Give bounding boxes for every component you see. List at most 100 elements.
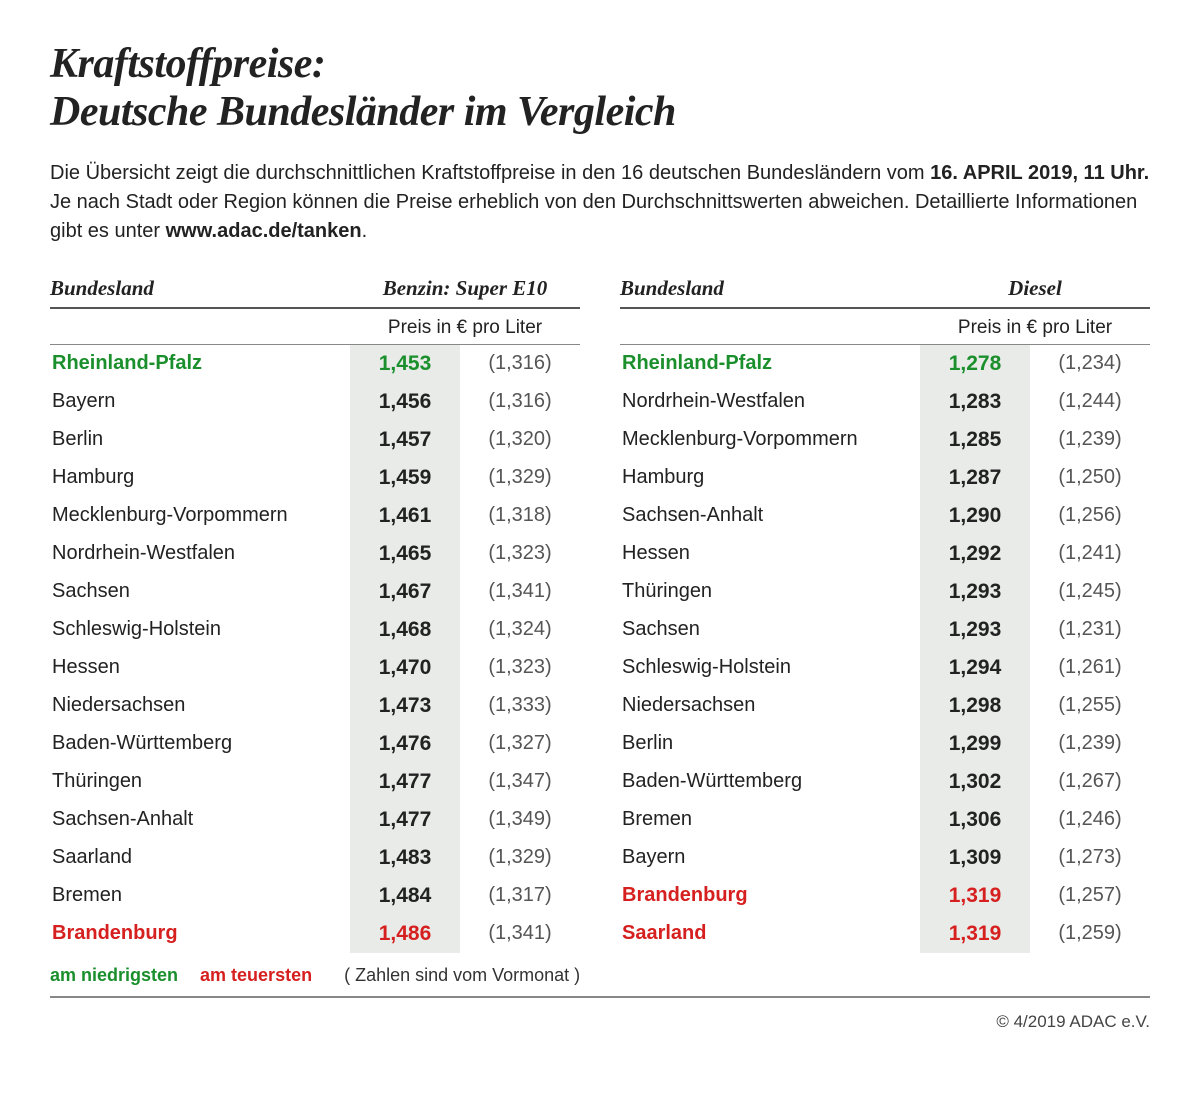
price-current: 1,453 bbox=[350, 345, 460, 383]
table-row: Baden-Württemberg1,302(1,267) bbox=[620, 763, 1150, 801]
region-name: Rheinland-Pfalz bbox=[50, 352, 350, 375]
region-name: Niedersachsen bbox=[620, 694, 920, 717]
table-row: Rheinland-Pfalz1,278(1,234) bbox=[620, 345, 1150, 383]
table-row: Schleswig-Holstein1,468(1,324) bbox=[50, 611, 580, 649]
region-name: Sachsen bbox=[50, 580, 350, 603]
table-row: Niedersachsen1,298(1,255) bbox=[620, 687, 1150, 725]
legend-high: am teuersten bbox=[200, 965, 312, 986]
table-row: Brandenburg1,319(1,257) bbox=[620, 877, 1150, 915]
table-row: Hessen1,470(1,323) bbox=[50, 649, 580, 687]
legend: am niedrigsten am teuersten ( Zahlen sin… bbox=[50, 965, 1150, 986]
table-row: Baden-Württemberg1,476(1,327) bbox=[50, 725, 580, 763]
region-name: Schleswig-Holstein bbox=[620, 656, 920, 679]
price-current: 1,459 bbox=[350, 459, 460, 497]
table-body-benzin: Rheinland-Pfalz1,453(1,316)Bayern1,456(1… bbox=[50, 345, 580, 953]
price-previous: (1,244) bbox=[1030, 390, 1150, 413]
price-previous: (1,256) bbox=[1030, 504, 1150, 527]
table-row: Bayern1,309(1,273) bbox=[620, 839, 1150, 877]
price-current: 1,476 bbox=[350, 725, 460, 763]
col-region-label: Bundesland bbox=[50, 276, 350, 301]
price-previous: (1,329) bbox=[460, 846, 580, 869]
region-name: Schleswig-Holstein bbox=[50, 618, 350, 641]
table-row: Mecklenburg-Vorpommern1,285(1,239) bbox=[620, 421, 1150, 459]
region-name: Thüringen bbox=[620, 580, 920, 603]
price-previous: (1,329) bbox=[460, 466, 580, 489]
table-row: Rheinland-Pfalz1,453(1,316) bbox=[50, 345, 580, 383]
title-line-2: Deutsche Bundesländer im Vergleich bbox=[50, 89, 676, 135]
region-name: Nordrhein-Westfalen bbox=[50, 542, 350, 565]
subtitle-pre: Die Übersicht zeigt die durchschnittlich… bbox=[50, 162, 930, 184]
price-current: 1,298 bbox=[920, 687, 1030, 725]
price-previous: (1,246) bbox=[1030, 808, 1150, 831]
table-row: Hamburg1,459(1,329) bbox=[50, 459, 580, 497]
price-previous: (1,317) bbox=[460, 884, 580, 907]
legend-wrap: am niedrigsten am teuersten ( Zahlen sin… bbox=[50, 965, 1150, 998]
table-row: Hessen1,292(1,241) bbox=[620, 535, 1150, 573]
price-previous: (1,327) bbox=[460, 732, 580, 755]
table-row: Schleswig-Holstein1,294(1,261) bbox=[620, 649, 1150, 687]
table-row: Saarland1,483(1,329) bbox=[50, 839, 580, 877]
region-name: Berlin bbox=[50, 428, 350, 451]
price-current: 1,477 bbox=[350, 801, 460, 839]
price-previous: (1,320) bbox=[460, 428, 580, 451]
region-name: Sachsen-Anhalt bbox=[620, 504, 920, 527]
region-name: Berlin bbox=[620, 732, 920, 755]
table-row: Sachsen-Anhalt1,477(1,349) bbox=[50, 801, 580, 839]
price-previous: (1,255) bbox=[1030, 694, 1150, 717]
price-current: 1,285 bbox=[920, 421, 1030, 459]
price-current: 1,456 bbox=[350, 383, 460, 421]
table-row: Bremen1,484(1,317) bbox=[50, 877, 580, 915]
price-current: 1,293 bbox=[920, 611, 1030, 649]
price-previous: (1,333) bbox=[460, 694, 580, 717]
price-current: 1,319 bbox=[920, 915, 1030, 953]
price-previous: (1,257) bbox=[1030, 884, 1150, 907]
region-name: Niedersachsen bbox=[50, 694, 350, 717]
region-name: Sachsen-Anhalt bbox=[50, 808, 350, 831]
price-previous: (1,341) bbox=[460, 922, 580, 945]
region-name: Baden-Württemberg bbox=[620, 770, 920, 793]
table-row: Sachsen1,467(1,341) bbox=[50, 573, 580, 611]
unit-label: Preis in € pro Liter bbox=[920, 317, 1150, 339]
page-title: Kraftstoffpreise: Deutsche Bundesländer … bbox=[50, 40, 1150, 137]
price-previous: (1,231) bbox=[1030, 618, 1150, 641]
price-previous: (1,318) bbox=[460, 504, 580, 527]
region-name: Baden-Württemberg bbox=[50, 732, 350, 755]
price-current: 1,470 bbox=[350, 649, 460, 687]
price-current: 1,461 bbox=[350, 497, 460, 535]
subtitle-end: . bbox=[362, 220, 368, 242]
table-row: Sachsen1,293(1,231) bbox=[620, 611, 1150, 649]
price-previous: (1,316) bbox=[460, 352, 580, 375]
price-current: 1,290 bbox=[920, 497, 1030, 535]
title-line-1: Kraftstoffpreise: bbox=[50, 41, 325, 87]
region-name: Hessen bbox=[50, 656, 350, 679]
region-name: Bayern bbox=[620, 846, 920, 869]
price-previous: (1,323) bbox=[460, 542, 580, 565]
table-diesel: Bundesland Diesel Preis in € pro Liter R… bbox=[620, 276, 1150, 953]
price-previous: (1,261) bbox=[1030, 656, 1150, 679]
table-row: Nordrhein-Westfalen1,283(1,244) bbox=[620, 383, 1150, 421]
region-name: Mecklenburg-Vorpommern bbox=[50, 504, 350, 527]
table-row: Sachsen-Anhalt1,290(1,256) bbox=[620, 497, 1150, 535]
region-name: Thüringen bbox=[50, 770, 350, 793]
subtitle: Die Übersicht zeigt die durchschnittlich… bbox=[50, 159, 1150, 246]
table-row: Niedersachsen1,473(1,333) bbox=[50, 687, 580, 725]
table-row: Berlin1,457(1,320) bbox=[50, 421, 580, 459]
price-previous: (1,347) bbox=[460, 770, 580, 793]
region-name: Rheinland-Pfalz bbox=[620, 352, 920, 375]
table-row: Mecklenburg-Vorpommern1,461(1,318) bbox=[50, 497, 580, 535]
region-name: Sachsen bbox=[620, 618, 920, 641]
copyright: © 4/2019 ADAC e.V. bbox=[50, 1012, 1150, 1032]
region-name: Nordrhein-Westfalen bbox=[620, 390, 920, 413]
price-previous: (1,323) bbox=[460, 656, 580, 679]
price-previous: (1,349) bbox=[460, 808, 580, 831]
price-previous: (1,341) bbox=[460, 580, 580, 603]
price-current: 1,484 bbox=[350, 877, 460, 915]
price-current: 1,309 bbox=[920, 839, 1030, 877]
table-row: Bremen1,306(1,246) bbox=[620, 801, 1150, 839]
price-current: 1,283 bbox=[920, 383, 1030, 421]
region-name: Mecklenburg-Vorpommern bbox=[620, 428, 920, 451]
table-header: Bundesland Diesel bbox=[620, 276, 1150, 309]
table-row: Thüringen1,477(1,347) bbox=[50, 763, 580, 801]
price-previous: (1,234) bbox=[1030, 352, 1150, 375]
price-previous: (1,273) bbox=[1030, 846, 1150, 869]
